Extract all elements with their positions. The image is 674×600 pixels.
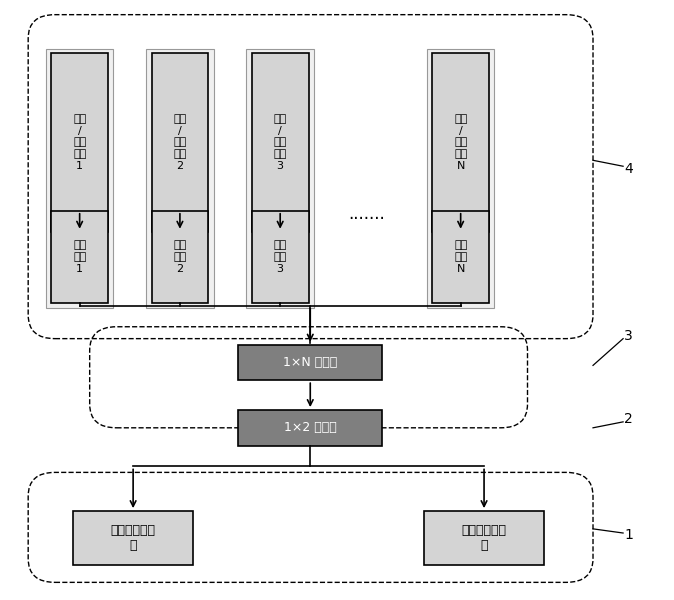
Text: 气体
探头
1: 气体 探头 1 (73, 241, 86, 274)
Text: 气体
探头
3: 气体 探头 3 (274, 241, 287, 274)
FancyBboxPatch shape (73, 511, 193, 565)
FancyBboxPatch shape (152, 211, 208, 303)
FancyBboxPatch shape (427, 49, 495, 308)
Text: 气体
探头
N: 气体 探头 N (454, 241, 467, 274)
Text: .......: ....... (348, 205, 386, 223)
Text: 3: 3 (624, 329, 633, 343)
Text: 气体
探头
2: 气体 探头 2 (173, 241, 187, 274)
FancyBboxPatch shape (424, 511, 544, 565)
FancyBboxPatch shape (252, 53, 309, 232)
Text: 1×2 光开关: 1×2 光开关 (284, 421, 336, 434)
FancyBboxPatch shape (432, 53, 489, 232)
FancyBboxPatch shape (51, 211, 108, 303)
FancyBboxPatch shape (146, 49, 214, 308)
Text: 温度
/
压力
探头
2: 温度 / 压力 探头 2 (173, 114, 187, 170)
Text: 1: 1 (624, 528, 634, 542)
Text: 光纤光栅解调
仪: 光纤光栅解调 仪 (111, 524, 156, 552)
FancyBboxPatch shape (239, 410, 382, 446)
FancyBboxPatch shape (46, 49, 113, 308)
Text: 温度
/
压力
探头
1: 温度 / 压力 探头 1 (73, 114, 86, 170)
FancyBboxPatch shape (51, 53, 108, 232)
Text: 温度
/
压力
探头
3: 温度 / 压力 探头 3 (274, 114, 287, 170)
FancyBboxPatch shape (152, 53, 208, 232)
FancyBboxPatch shape (432, 211, 489, 303)
FancyBboxPatch shape (247, 49, 314, 308)
Text: 温度
/
压力
探头
N: 温度 / 压力 探头 N (454, 114, 467, 170)
Text: 4: 4 (624, 162, 633, 176)
Text: 1×N 光开关: 1×N 光开关 (283, 356, 338, 369)
FancyBboxPatch shape (252, 211, 309, 303)
Text: 2: 2 (624, 412, 633, 426)
Text: 光纤气体解调
仪: 光纤气体解调 仪 (462, 524, 507, 552)
FancyBboxPatch shape (239, 344, 382, 380)
